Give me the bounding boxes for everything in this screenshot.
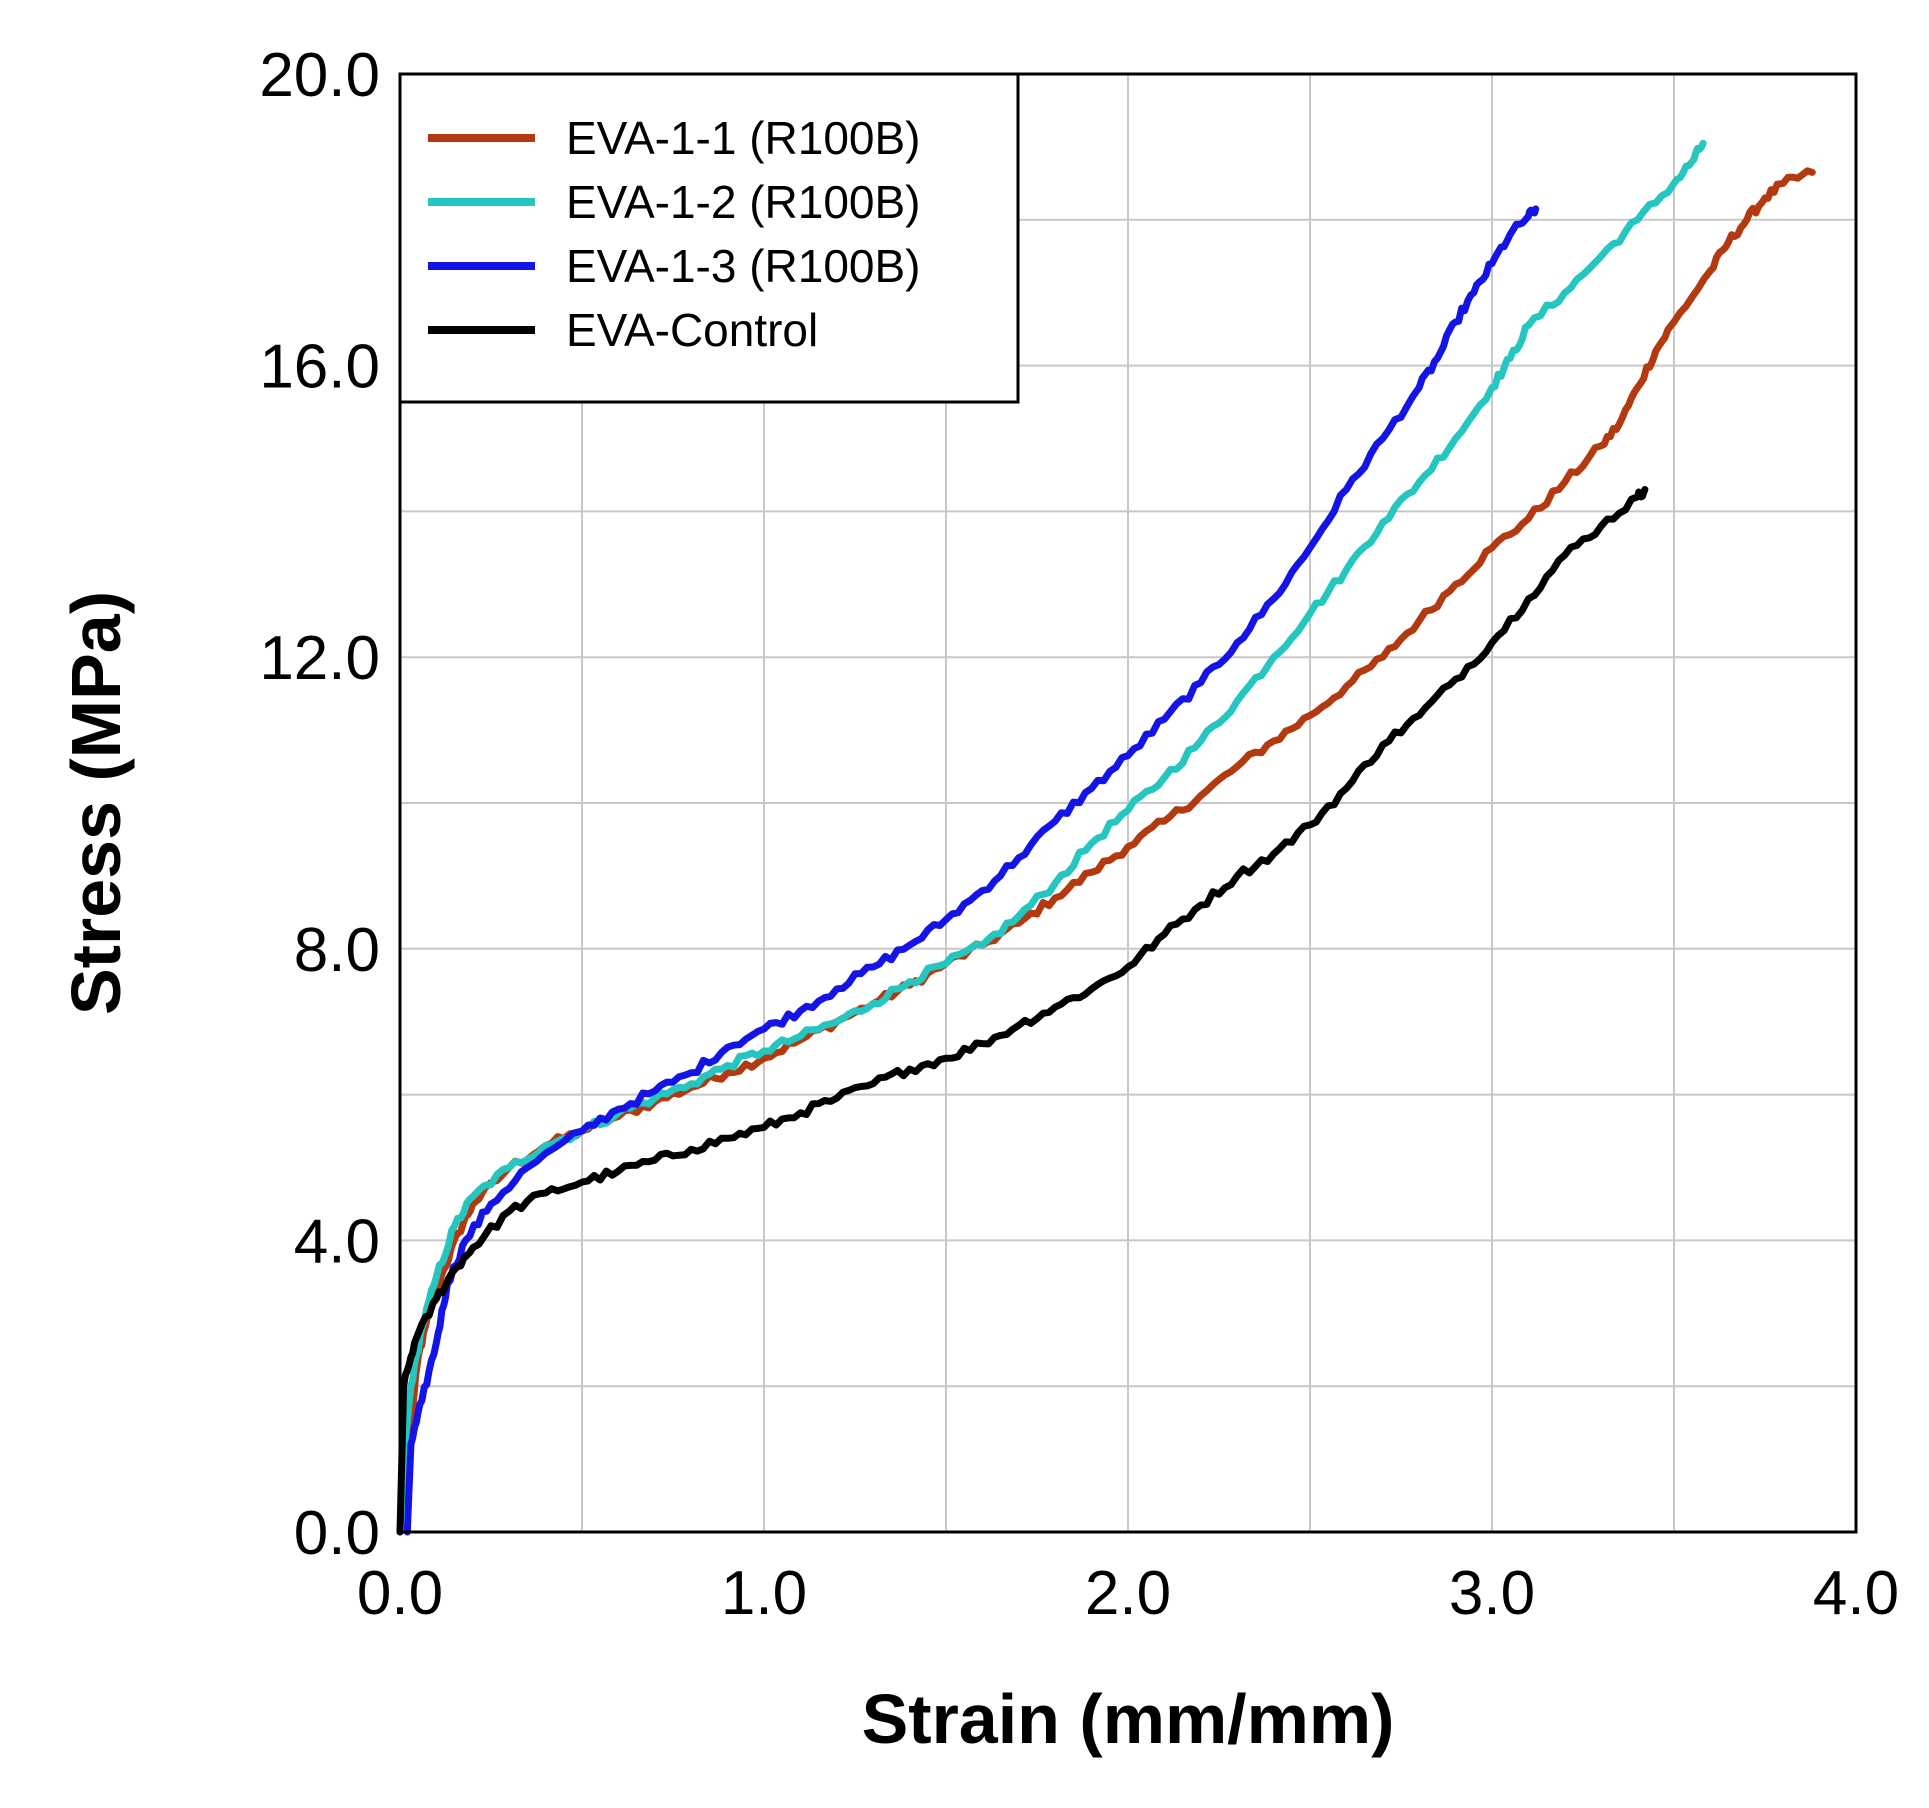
legend-label: EVA-1-2 (R100B) bbox=[566, 176, 921, 228]
plot-frame bbox=[398, 72, 1858, 1534]
x-tick-label: 0.0 bbox=[357, 1559, 443, 1628]
series-line-4 bbox=[396, 486, 1649, 1536]
legend: EVA-1-1 (R100B) EVA-1-2 (R100B) EVA-1-3 (R… bbox=[398, 72, 1020, 404]
x-tick-label: 2.0 bbox=[1085, 1559, 1171, 1628]
legend-label: EVA-Control bbox=[566, 304, 818, 356]
series-lines bbox=[396, 139, 1816, 1536]
legend-entries: EVA-1-1 (R100B) EVA-1-2 (R100B) EVA-1-3 (R… bbox=[428, 112, 921, 356]
x-axis-title: Strain (mm/mm) bbox=[862, 1680, 1395, 1758]
x-tick-label: 4.0 bbox=[1813, 1559, 1899, 1628]
x-tick-label: 3.0 bbox=[1449, 1559, 1535, 1628]
y-tick-label: 20.0 bbox=[259, 41, 380, 110]
legend-box bbox=[398, 72, 1020, 404]
legend-label: EVA-1-1 (R100B) bbox=[566, 112, 921, 164]
y-tick-label: 16.0 bbox=[259, 333, 380, 402]
series-line-2 bbox=[396, 139, 1707, 1536]
y-tick-label: 8.0 bbox=[294, 916, 380, 985]
y-tick-label: 4.0 bbox=[294, 1207, 380, 1276]
tick-labels: 0.0 1.0 2.0 3.0 4.0 0.0 4.0 8.0 12.0 16.0 20.0 bbox=[259, 41, 1899, 1628]
series-line-3 bbox=[403, 205, 1540, 1536]
x-tick-label: 1.0 bbox=[721, 1559, 807, 1628]
y-axis-title: Stress (MPa) bbox=[57, 591, 135, 1015]
y-tick-label: 0.0 bbox=[294, 1499, 380, 1568]
legend-label: EVA-1-3 (R100B) bbox=[566, 240, 921, 292]
y-tick-label: 12.0 bbox=[259, 624, 380, 693]
